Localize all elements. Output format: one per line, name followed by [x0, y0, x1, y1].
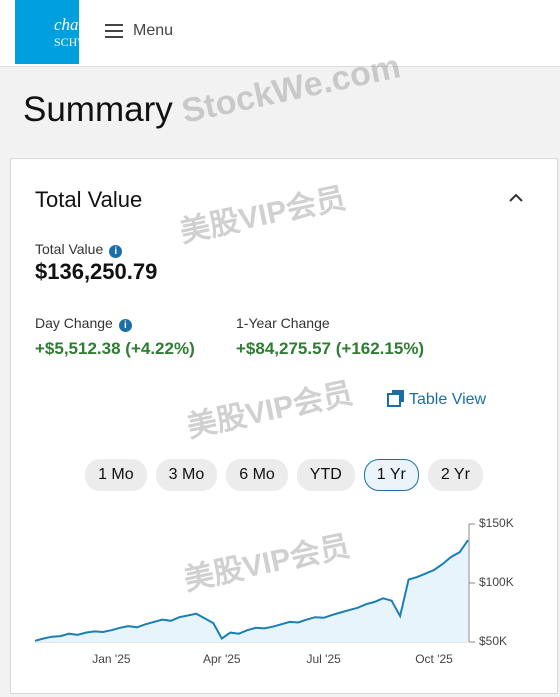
label: 1-Year Change [236, 315, 330, 331]
collapse-icon[interactable] [508, 193, 524, 203]
info-icon[interactable]: i [118, 319, 132, 332]
y-tick-label: $150K [479, 516, 514, 530]
card: Total Value Total Value i $136,250.79 Day… [10, 158, 558, 694]
range-button[interactable]: 1 Mo [85, 459, 147, 491]
logo-text: charles [53, 15, 105, 34]
menu-button[interactable]: Menu [105, 22, 173, 40]
logo-text: SCHWAB [53, 35, 104, 49]
label: Day Change i [35, 315, 132, 332]
x-tick-label: Jul '25 [307, 652, 342, 666]
label-text: Day Change [35, 315, 113, 331]
range-button[interactable]: 3 Mo [155, 459, 218, 491]
table-icon [387, 390, 404, 407]
page-title: Summary [23, 90, 173, 129]
y-tick-label: $100K [479, 575, 514, 589]
link-text: Table View [409, 391, 487, 408]
header: charles SCHWAB Menu [0, 0, 560, 67]
day-change: +$5,512.38 (+4.22%) [35, 339, 195, 358]
logo[interactable]: charles SCHWAB [15, 0, 104, 64]
y-tick-label: $50K [479, 634, 507, 648]
range-button[interactable]: 2 Yr [427, 459, 483, 491]
menu-label: Menu [133, 22, 174, 39]
table-view-link[interactable]: Table View [387, 389, 486, 409]
range-selector: 1 Mo 3 Mo 6 Mo YTD 1 Yr 2 Yr [11, 459, 557, 491]
x-tick-label: Oct '25 [415, 652, 453, 666]
x-tick-label: Apr '25 [203, 652, 241, 666]
chart: $50K $100K $150K Jan '25 Apr '25 Jul '25 Oct '… [34, 516, 514, 666]
area-fill [35, 540, 468, 642]
range-button[interactable]: YTD [296, 459, 355, 491]
line [34, 539, 469, 642]
info-icon[interactable]: i [109, 245, 123, 258]
total-value: $136,250.79 [35, 259, 158, 284]
year-change: +$84,275.57 (+162.15%) [236, 339, 425, 358]
range-button[interactable]: 1 Yr [363, 459, 419, 491]
menu-icon [105, 24, 123, 38]
card-title: Total Value [35, 187, 143, 212]
range-button[interactable]: 6 Mo [226, 459, 288, 491]
x-tick-label: Jan '25 [92, 652, 131, 666]
label: Total Value i [35, 241, 123, 258]
label-text: Total Value [35, 241, 104, 257]
